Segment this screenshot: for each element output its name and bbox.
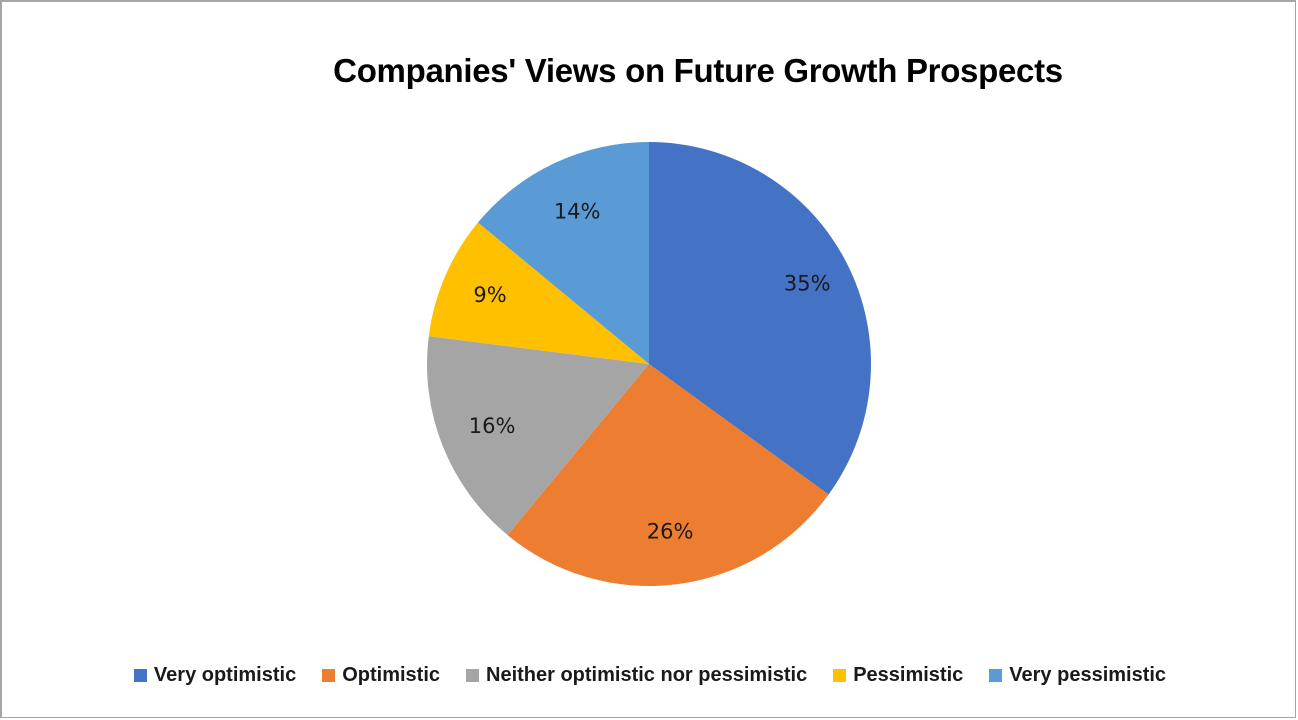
pie-slice-neither	[427, 336, 649, 536]
legend-label: Optimistic	[342, 664, 440, 686]
legend-swatch-icon	[833, 669, 847, 682]
legend-label: Pessimistic	[853, 664, 964, 686]
legend-swatch-icon	[133, 669, 147, 682]
legend-label: Very pessimistic	[1009, 664, 1167, 686]
slice-label-very-optimistic: 35%	[784, 271, 831, 295]
legend-item-optimistic: Optimistic	[322, 664, 440, 687]
chart-title: Companies' Views on Future Growth Prospe…	[333, 52, 1063, 89]
legend-label: Neither optimistic nor pessimistic	[486, 664, 808, 686]
legend-item-pessimistic: Pessimistic	[833, 664, 963, 687]
legend-swatch-icon	[322, 669, 336, 682]
legend-swatch-icon	[989, 669, 1003, 682]
pie-slice-optimistic	[507, 364, 829, 586]
legend-label: Very optimistic	[153, 664, 297, 686]
pie-slice-pessimistic	[428, 222, 649, 364]
pie-slice-very-pessimistic	[477, 142, 649, 364]
legend-item-very-pessimistic: Very pessimistic	[989, 664, 1166, 687]
slice-label-neither: 16%	[469, 414, 516, 438]
chart-legend: Very optimistic Optimistic Neither optim…	[0, 664, 1298, 687]
legend-item-very-optimistic: Very optimistic	[133, 664, 297, 687]
slice-label-pessimistic: 9%	[473, 283, 506, 307]
pie-slice-very-optimistic	[649, 142, 871, 495]
slice-label-very-pessimistic: 14%	[554, 199, 601, 223]
legend-swatch-icon	[466, 669, 479, 682]
legend-item-neither: Neither optimistic nor pessimistic	[466, 664, 807, 687]
slice-label-optimistic: 26%	[647, 519, 694, 543]
